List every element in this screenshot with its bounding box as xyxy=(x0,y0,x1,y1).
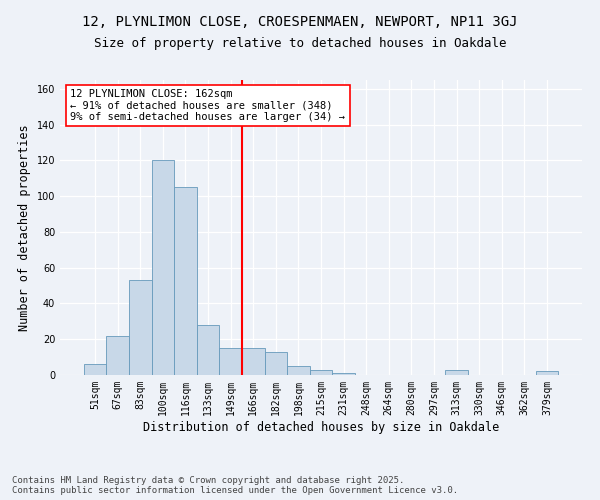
Bar xyxy=(174,188,197,375)
Bar xyxy=(129,280,152,375)
Bar xyxy=(220,348,242,375)
Bar xyxy=(310,370,332,375)
Bar xyxy=(536,372,558,375)
Text: 12 PLYNLIMON CLOSE: 162sqm
← 91% of detached houses are smaller (348)
9% of semi: 12 PLYNLIMON CLOSE: 162sqm ← 91% of deta… xyxy=(70,89,346,122)
Bar xyxy=(445,370,468,375)
Bar xyxy=(84,364,106,375)
Y-axis label: Number of detached properties: Number of detached properties xyxy=(18,124,31,331)
Text: Contains HM Land Registry data © Crown copyright and database right 2025.
Contai: Contains HM Land Registry data © Crown c… xyxy=(12,476,458,495)
Text: Size of property relative to detached houses in Oakdale: Size of property relative to detached ho… xyxy=(94,38,506,51)
Bar xyxy=(197,325,220,375)
Bar xyxy=(152,160,174,375)
X-axis label: Distribution of detached houses by size in Oakdale: Distribution of detached houses by size … xyxy=(143,420,499,434)
Bar xyxy=(242,348,265,375)
Bar xyxy=(332,373,355,375)
Bar xyxy=(287,366,310,375)
Bar xyxy=(106,336,129,375)
Text: 12, PLYNLIMON CLOSE, CROESPENMAEN, NEWPORT, NP11 3GJ: 12, PLYNLIMON CLOSE, CROESPENMAEN, NEWPO… xyxy=(82,15,518,29)
Bar xyxy=(265,352,287,375)
